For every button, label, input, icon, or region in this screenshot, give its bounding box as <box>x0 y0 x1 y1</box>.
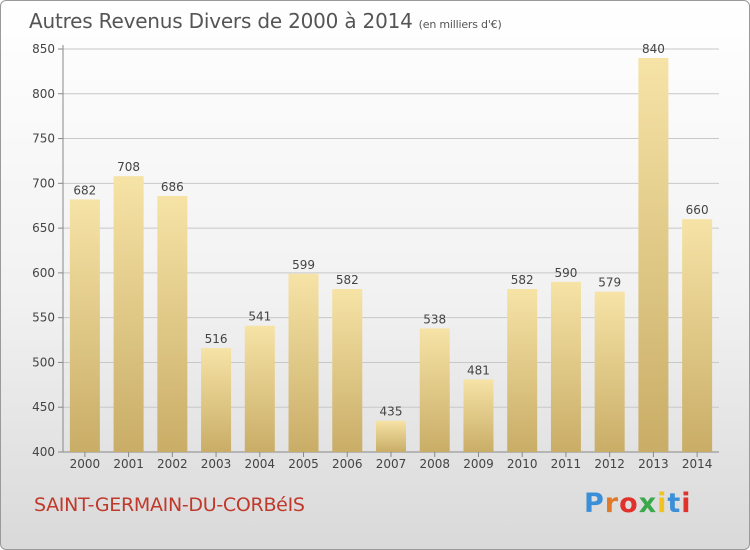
x-tick-label: 2008 <box>419 457 450 471</box>
bar <box>113 176 144 452</box>
brand-letter: o <box>619 488 639 519</box>
bar <box>419 328 450 452</box>
bar-value-label: 516 <box>205 332 228 346</box>
y-tick-label: 750 <box>32 132 55 146</box>
bar <box>288 273 319 452</box>
bar <box>69 199 100 452</box>
bar <box>201 348 232 452</box>
brand-letter: x <box>638 488 658 519</box>
bar <box>157 195 188 453</box>
y-tick-label: 500 <box>32 355 55 369</box>
x-tick-label: 2011 <box>551 457 582 471</box>
bar-value-label: 541 <box>248 310 271 324</box>
bar-value-label: 538 <box>423 312 446 326</box>
bar-value-label: 579 <box>598 276 621 290</box>
bar <box>507 289 538 452</box>
y-tick-label: 600 <box>32 266 55 280</box>
y-tick-label: 700 <box>32 176 55 190</box>
commune-name: SAINT-GERMAIN-DU-CORBéIS <box>34 494 305 516</box>
bar-value-label: 660 <box>686 203 709 217</box>
y-tick-label: 800 <box>32 87 55 101</box>
bar-value-label: 840 <box>642 42 665 56</box>
brand-letter: i <box>681 488 692 519</box>
brand-letter: t <box>667 488 682 519</box>
x-tick-label: 2014 <box>682 457 713 471</box>
bar <box>550 281 581 452</box>
bar-value-label: 481 <box>467 363 490 377</box>
proxiti-logo: Proxiti <box>584 488 692 519</box>
y-tick-label: 400 <box>32 445 55 459</box>
x-tick-label: 2009 <box>463 457 494 471</box>
chart-title-text: Autres Revenus Divers de 2000 à 2014 <box>29 9 413 33</box>
brand-letter: r <box>604 488 620 519</box>
bar-value-label: 435 <box>380 405 403 419</box>
x-tick-label: 2012 <box>594 457 625 471</box>
x-tick-label: 2010 <box>507 457 538 471</box>
chart-title: Autres Revenus Divers de 2000 à 2014 (en … <box>29 9 502 33</box>
bar <box>682 219 713 452</box>
x-tick-label: 2004 <box>245 457 276 471</box>
bar <box>638 57 669 452</box>
y-tick-label: 550 <box>32 311 55 325</box>
bar-value-label: 582 <box>336 273 359 287</box>
x-tick-label: 2006 <box>332 457 363 471</box>
brand-letter: i <box>657 488 668 519</box>
y-tick-label: 450 <box>32 400 55 414</box>
y-tick-label: 650 <box>32 221 55 235</box>
brand-letter: P <box>584 488 605 519</box>
x-tick-label: 2005 <box>288 457 319 471</box>
bar-value-label: 582 <box>511 273 534 287</box>
bar-value-label: 590 <box>554 266 577 280</box>
x-tick-label: 2013 <box>638 457 669 471</box>
bar-value-label: 686 <box>161 180 184 194</box>
bar-value-label: 682 <box>73 183 96 197</box>
bar <box>376 420 406 452</box>
x-tick-label: 2003 <box>201 457 232 471</box>
bar <box>594 291 625 452</box>
bar-value-label: 708 <box>117 160 140 174</box>
chart-unit: (en milliers d'€) <box>418 18 502 31</box>
bar-value-label: 599 <box>292 258 315 272</box>
x-tick-label: 2002 <box>157 457 188 471</box>
bar <box>463 379 494 452</box>
x-tick-label: 2000 <box>70 457 101 471</box>
x-tick-label: 2001 <box>113 457 144 471</box>
y-tick-label: 850 <box>32 42 55 56</box>
bar <box>332 289 363 452</box>
bar <box>244 325 275 452</box>
x-tick-label: 2007 <box>376 457 407 471</box>
